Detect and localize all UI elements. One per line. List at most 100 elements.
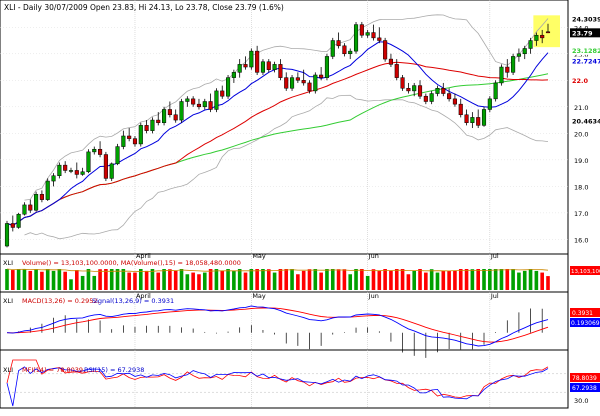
volume-bar [144,270,149,290]
mfi-value-label-bg [570,373,600,382]
volume-bar [69,279,73,290]
volume-bar [197,274,201,290]
candle-body [132,138,138,145]
ma-fast-line [6,41,549,227]
volume-bar [447,270,451,290]
candle-body [144,125,149,131]
volume-bar [424,272,428,290]
ma-slow-label-bg [570,75,600,85]
macd-signal-label: 0.3931 [572,310,593,317]
volume-bar [464,269,469,290]
candle-body [476,117,481,126]
macd-line [6,305,549,347]
volume-bar [255,269,259,290]
macd-panel-frame [0,291,569,351]
volume-bar [412,270,417,290]
macd-legend-signal: Signal(13,26,9) = 0.3931 [92,297,174,305]
rsi-value-label: 67.2938 [572,385,597,392]
candle-body [278,64,283,78]
volume-bar [476,269,480,290]
bb-upper-label-bg [570,14,600,24]
candle-body [388,58,393,65]
candle-body [330,40,335,57]
volume-bar [470,269,475,290]
volume-bar [517,272,521,290]
macd-layer [6,305,549,358]
candle-body [92,148,97,153]
mfi-symbol: XLI [3,366,13,374]
candle-body [138,125,143,145]
volume-bar [162,269,166,290]
candle-body [435,87,440,94]
volume-bar [5,269,9,290]
volume-bar [296,274,300,290]
candle-body [68,170,74,172]
price-tick-label: 21.0 [574,104,588,112]
candle-body [249,50,254,68]
candle-body [57,164,62,177]
volume-bar [383,269,387,290]
candle-body [429,93,434,102]
volume-bar [278,269,283,290]
volume-month-label: May [252,292,266,300]
candle-body [86,151,91,173]
mfi-line [6,359,549,398]
volume-bar [208,269,213,290]
bb-upper-label: 24.3039 [572,15,600,23]
candle-body [412,85,417,92]
ma-slow-line [6,61,549,227]
volume-bar [429,269,434,290]
candle-body [447,93,452,100]
ma-fast-label-bg [570,45,600,55]
price-tick-label: 20.0 [574,130,588,138]
candle-body [516,53,521,57]
candle-body [202,101,207,108]
candle-body [243,64,248,68]
mfi-rsi-layer [6,359,549,407]
candle-body [28,204,33,211]
last-close-label-bg [570,28,600,38]
volume-bar [109,269,114,290]
candle-body [458,103,463,116]
bb-lower-label-bg [570,116,600,126]
volume-bar [418,269,422,290]
volume-value-label-bg [570,266,600,275]
axis-layer: April April May May Jun Jun Jul Jul 16.0 17.0 18.0… [136,14,600,405]
candle-body [162,109,167,123]
volume-bar [284,269,289,290]
candle-body [16,213,21,228]
volume-bar [57,269,62,290]
volume-bar [453,270,457,290]
volume-bar [488,269,492,290]
price-panel-frame [0,0,569,255]
volume-bar [458,269,463,290]
volume-bar [249,269,254,290]
candle-body [394,64,399,78]
candle-body [528,40,533,49]
candle-body [121,135,126,147]
candle-body [4,223,10,247]
volume-bar [400,269,405,290]
volume-bar [34,269,38,290]
macd-legend-macd: MACD(13,26) = 0.2952, [22,297,100,305]
mfi-30-label: 30.0 [574,397,588,405]
volume-bar [138,269,143,290]
volume-bar [528,269,533,290]
volume-bar [336,269,341,290]
candle-body [534,34,539,41]
volume-bar [185,274,190,290]
candle-body [371,32,376,39]
volume-bar [232,270,236,290]
volume-bar [534,270,539,290]
volume-bar [360,269,364,290]
volume-bar [92,275,97,290]
candle-body [499,66,504,84]
candle-body [540,34,545,39]
candle-body [487,98,492,110]
candle-body [481,109,487,126]
candle-body [220,90,225,97]
volume-bar [63,271,67,290]
candle-body [98,148,103,155]
price-tick-label: 18.0 [574,183,588,191]
mfi-legend-mfi: MFI(14) = 78.8039, [22,366,85,374]
